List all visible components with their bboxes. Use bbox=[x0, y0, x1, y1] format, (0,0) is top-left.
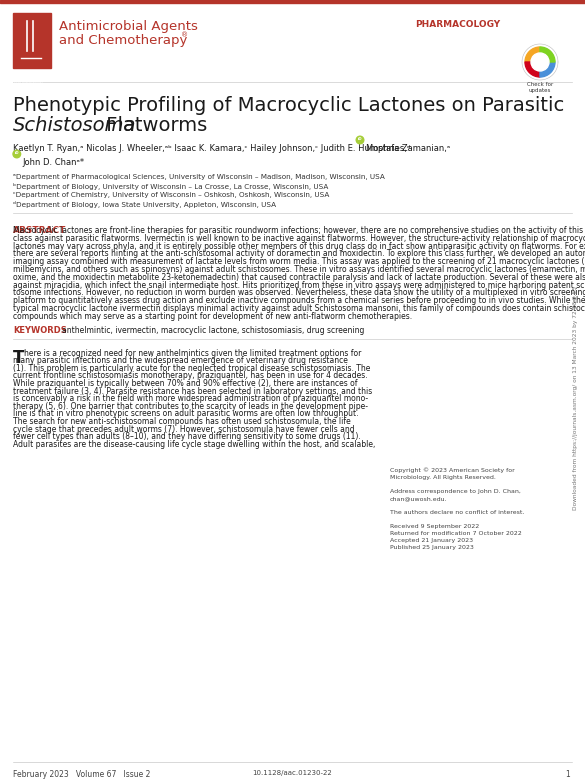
Text: many parasitic infections and the widespread emergence of veterinary drug resist: many parasitic infections and the widesp… bbox=[13, 356, 348, 365]
Text: Phenotypic Profiling of Macrocyclic Lactones on Parasitic: Phenotypic Profiling of Macrocyclic Lact… bbox=[13, 96, 565, 115]
Text: imaging assay combined with measurement of lactate levels from worm media. This : imaging assay combined with measurement … bbox=[13, 257, 585, 266]
Text: (1). This problem is particularly acute for the neglected tropical disease schis: (1). This problem is particularly acute … bbox=[13, 364, 370, 373]
Text: fewer cell types than adults (8–10), and they have differing sensitivity to some: fewer cell types than adults (8–10), and… bbox=[13, 432, 361, 441]
Text: compounds which may serve as a starting point for development of new anti-flatwo: compounds which may serve as a starting … bbox=[13, 312, 412, 321]
Wedge shape bbox=[525, 62, 540, 77]
Text: lactones may vary across phyla, and it is entirely possible other members of thi: lactones may vary across phyla, and it i… bbox=[13, 242, 585, 251]
Circle shape bbox=[356, 136, 364, 144]
Text: and Chemotherapy: and Chemotherapy bbox=[59, 34, 187, 47]
Text: line is that in vitro phenotypic screens on adult parasitic worms are often low : line is that in vitro phenotypic screens… bbox=[13, 410, 359, 418]
Text: Macrocyclic lactones are front-line therapies for parasitic roundworm infections: Macrocyclic lactones are front-line ther… bbox=[13, 226, 585, 235]
Text: Copyright © 2023 American Society for
Microbiology. All Rights Reserved.

Addres: Copyright © 2023 American Society for Mi… bbox=[390, 467, 524, 550]
Text: is conceivably a risk in the field with more widespread administration of praziq: is conceivably a risk in the field with … bbox=[13, 394, 368, 403]
Text: platform to quantitatively assess drug action and exclude inactive compounds fro: platform to quantitatively assess drug a… bbox=[13, 296, 585, 305]
Text: ®: ® bbox=[181, 32, 188, 38]
Text: Antimicrobial Agents: Antimicrobial Agents bbox=[59, 20, 198, 33]
Text: milbemycins, and others such as spinosyns) against adult schistosomes. These in : milbemycins, and others such as spinosyn… bbox=[13, 265, 585, 274]
Wedge shape bbox=[540, 47, 555, 62]
Text: anthelmintic, ivermectin, macrocyclic lactone, schistosomiasis, drug screening: anthelmintic, ivermectin, macrocyclic la… bbox=[62, 326, 364, 334]
Text: here is a recognized need for new anthelmintics given the limited treatment opti: here is a recognized need for new anthel… bbox=[24, 348, 362, 358]
Text: typical macrocyclic lactone ivermectin displays minimal activity against adult S: typical macrocyclic lactone ivermectin d… bbox=[13, 304, 585, 313]
Text: 10.1128/aac.01230-22: 10.1128/aac.01230-22 bbox=[252, 770, 332, 776]
Text: 1: 1 bbox=[565, 770, 570, 779]
Text: ᵃDepartment of Pharmacological Sciences, University of Wisconsin – Madison, Madi: ᵃDepartment of Pharmacological Sciences,… bbox=[13, 174, 385, 180]
Text: KEYWORDS: KEYWORDS bbox=[13, 326, 67, 334]
Text: Adult parasites are the disease-causing life cycle stage dwelling within the hos: Adult parasites are the disease-causing … bbox=[13, 440, 376, 449]
Text: current frontline schistosomiasis monotherapy, praziquantel, has been in use for: current frontline schistosomiasis monoth… bbox=[13, 371, 367, 381]
Text: While praziquantel is typically between 70% and 90% effective (2), there are ins: While praziquantel is typically between … bbox=[13, 379, 357, 388]
Text: against miracidia, which infect the snail intermediate host. Hits prioritized fr: against miracidia, which infect the snai… bbox=[13, 280, 585, 290]
Circle shape bbox=[531, 53, 549, 71]
Text: class against parasitic flatworms. Ivermectin is well known to be inactive again: class against parasitic flatworms. Iverm… bbox=[13, 234, 585, 243]
Text: T: T bbox=[13, 348, 25, 366]
Bar bbox=[0, 0, 585, 3]
Text: Flatworms: Flatworms bbox=[100, 116, 207, 135]
Text: The search for new anti-schistosomal compounds has often used schistosomula, the: The search for new anti-schistosomal com… bbox=[13, 417, 351, 426]
Text: Downloaded from https://journals.asm.org/ on 13 March 2023 by 72.13.2.55: Downloaded from https://journals.asm.org… bbox=[573, 286, 579, 510]
Text: tosome infections. However, no reduction in worm burden was observed. Neverthele: tosome infections. However, no reduction… bbox=[13, 288, 585, 298]
Text: AMERICAN
SOCIETY FOR
MICROBIOLOGY: AMERICAN SOCIETY FOR MICROBIOLOGY bbox=[14, 70, 44, 84]
Text: ᵇDepartment of Biology, University of Wisconsin – La Crosse, La Crosse, Wisconsi: ᵇDepartment of Biology, University of Wi… bbox=[13, 183, 328, 190]
Text: ABSTRACT: ABSTRACT bbox=[13, 226, 66, 235]
Text: Check for
updates: Check for updates bbox=[527, 82, 553, 93]
Text: oxime, and the moxidectin metabolite 23-ketonemadectin) that caused contractile : oxime, and the moxidectin metabolite 23-… bbox=[13, 272, 585, 282]
Circle shape bbox=[522, 44, 558, 80]
Text: iD: iD bbox=[357, 138, 362, 142]
Bar bbox=[13, 13, 51, 68]
Text: February 2023   Volume 67   Issue 2: February 2023 Volume 67 Issue 2 bbox=[13, 770, 150, 779]
Wedge shape bbox=[540, 62, 555, 77]
Text: cycle stage that precedes adult worms (7). However, schistosomula have fewer cel: cycle stage that precedes adult worms (7… bbox=[13, 424, 355, 434]
Text: Mostafa Zamanian,ᵃ: Mostafa Zamanian,ᵃ bbox=[366, 144, 450, 153]
Text: treatment failure (3, 4). Parasite resistance has been selected in laboratory se: treatment failure (3, 4). Parasite resis… bbox=[13, 387, 372, 395]
Circle shape bbox=[13, 150, 20, 158]
Text: there are several reports hinting at the anti-schistosomal activity of doramecti: there are several reports hinting at the… bbox=[13, 250, 585, 258]
Text: ᶜDepartment of Chemistry, University of Wisconsin – Oshkosh, Oshkosh, Wisconsin,: ᶜDepartment of Chemistry, University of … bbox=[13, 192, 329, 198]
Wedge shape bbox=[525, 47, 540, 62]
Text: iD: iD bbox=[15, 151, 19, 156]
Text: Schistosoma: Schistosoma bbox=[13, 116, 136, 135]
Text: John D. Chanᵃ*: John D. Chanᵃ* bbox=[22, 158, 84, 167]
Text: PHARMACOLOGY: PHARMACOLOGY bbox=[415, 20, 500, 29]
Text: ᵈDepartment of Biology, Iowa State University, Appleton, Wisconsin, USA: ᵈDepartment of Biology, Iowa State Unive… bbox=[13, 201, 276, 208]
Text: therapy (5, 6). One barrier that contributes to the scarcity of leads in the dev: therapy (5, 6). One barrier that contrib… bbox=[13, 402, 368, 411]
Text: Kaetlyn T. Ryan,ᵃ Nicolas J. Wheeler,ᵃᵇ Isaac K. Kamara,ᶜ Hailey Johnson,ᶜ Judit: Kaetlyn T. Ryan,ᵃ Nicolas J. Wheeler,ᵃᵇ … bbox=[13, 144, 413, 153]
